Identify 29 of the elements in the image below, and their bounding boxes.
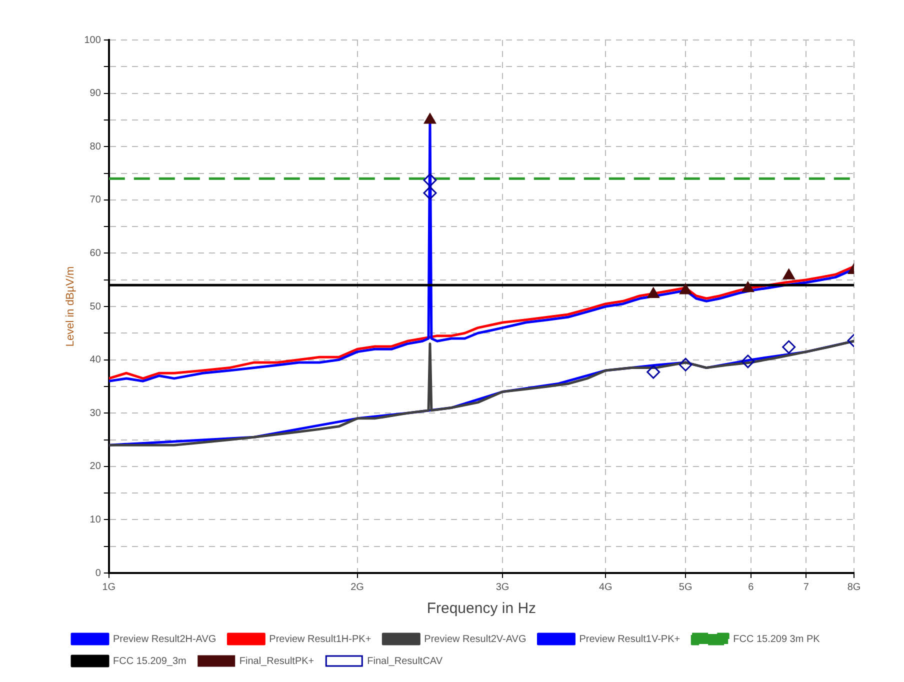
legend-label: Preview Result2H-AVG (113, 634, 216, 645)
x-tick-label: 4G (598, 582, 613, 593)
y-tick-label: 20 (90, 461, 102, 472)
x-tick-label: 3G (496, 582, 510, 593)
y-tick-label: 100 (84, 34, 102, 46)
legend-label: Preview Result2V-AVG (424, 634, 526, 645)
y-tick-label: 0 (95, 568, 102, 579)
y-tick-label: 90 (90, 88, 102, 100)
legend-label: Final_ResultPK+ (239, 656, 314, 667)
x-tick-label: 6 (748, 582, 754, 593)
legend-label: Preview Result1H-PK+ (269, 634, 372, 645)
y-tick-label: 30 (90, 408, 102, 419)
y-tick-label: 80 (90, 141, 102, 152)
x-axis-title: Frequency in Hz (426, 600, 536, 618)
y-tick-label: 50 (90, 301, 102, 312)
legend-label: FCC 15.209_3m (113, 656, 186, 667)
y-tick-label: 60 (90, 248, 102, 259)
x-tick-label: 1G (102, 582, 116, 593)
legend-label: FCC 15.209 3m PK (733, 634, 820, 645)
y-axis-title: Level in dBµV/m (64, 266, 77, 347)
x-tick-label: 2G (350, 582, 364, 593)
legend-label: Final_ResultCAV (367, 656, 443, 667)
x-tick-label: 8G (847, 582, 861, 593)
legend-label: Preview Result1V-PK+ (579, 634, 680, 645)
x-tick-label: 7 (803, 582, 810, 593)
x-tick-label: 5G (678, 582, 692, 593)
y-tick-label: 70 (90, 194, 102, 206)
y-tick-label: 10 (90, 514, 102, 526)
y-tick-label: 40 (90, 354, 102, 366)
